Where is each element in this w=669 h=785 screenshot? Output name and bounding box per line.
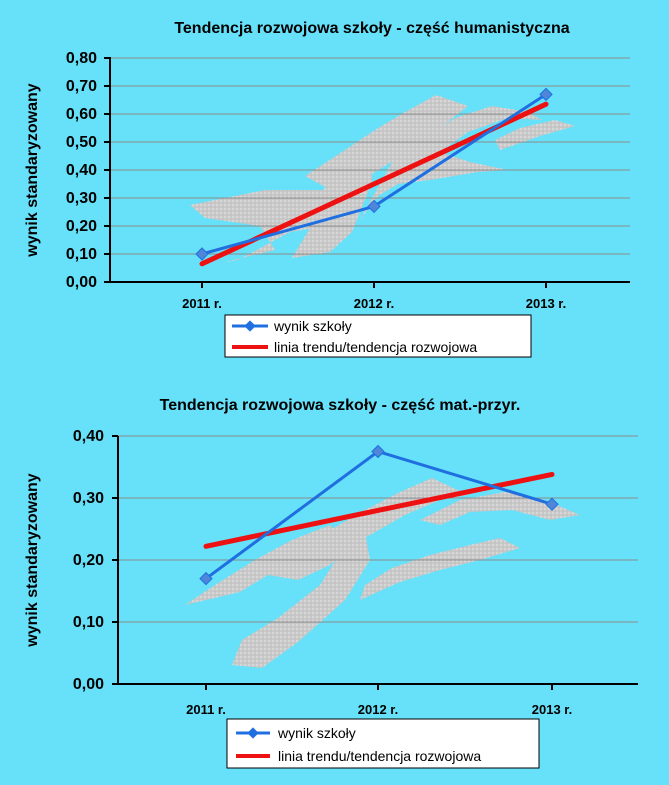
chart1-actual-point <box>539 87 553 102</box>
chart1-series-actual <box>195 87 553 261</box>
chart2-watermark-logo <box>185 478 580 668</box>
chart1-actual-point <box>195 247 209 261</box>
chart1-ytick-label: 0,10 <box>66 246 97 263</box>
chart-humanistyczna: Tendencja rozwojowa szkoły - część human… <box>24 20 630 358</box>
chart2-xtick-label: 2013 r. <box>532 702 573 717</box>
chart2-ytick-label: 0,10 <box>73 614 104 631</box>
chart2-legend-actual-marker <box>247 727 259 739</box>
chart2-actual-point <box>545 497 559 511</box>
chart1-legend-actual-marker <box>244 320 256 332</box>
chart1-xtick-label: 2011 r. <box>182 296 222 311</box>
chart1-legend-actual-label: wynik szkoły <box>273 318 352 334</box>
chart1-legend-box <box>224 314 532 358</box>
chart1-legend-trend-label: linia trendu/tendencja rozwojowa <box>274 339 477 355</box>
chart2-title: Tendencja rozwojowa szkoły - część mat.-… <box>160 397 521 414</box>
chart2-gridlines <box>118 435 638 623</box>
chart-mat-przyr: Tendencja rozwojowa szkoły - część mat.-… <box>24 397 638 769</box>
chart1-gridlines <box>110 57 630 255</box>
chart1-ytick-label: 0,30 <box>66 190 97 207</box>
chart2-actual-point <box>371 444 385 459</box>
chart1-legend: wynik szkoły linia trendu/tendencja rozw… <box>224 314 532 358</box>
chart1-xtick-label: 2013 r. <box>526 296 567 311</box>
chart2-yticks: 0,00 0,10 0,20 0,30 0,40 <box>73 428 118 693</box>
chart2-xtick-label: 2011 r. <box>186 702 226 717</box>
chart1-ytick-label: 0,80 <box>66 50 97 67</box>
chart1-ytick-label: 0,20 <box>66 218 97 235</box>
chart2-xticks: 2011 r. 2012 r. 2013 r. <box>186 684 572 717</box>
chart2-legend-trend-label: linia trendu/tendencja rozwojowa <box>278 748 481 764</box>
chart1-y-axis-label: wynik standaryzowany <box>24 83 41 257</box>
chart1-ytick-label: 0,70 <box>66 78 97 95</box>
chart1-xtick-label: 2012 r. <box>354 296 395 311</box>
chart2-ytick-label: 0,40 <box>73 428 104 445</box>
chart2-legend-actual-label: wynik szkoły <box>277 725 356 741</box>
chart1-ytick-label: 0,60 <box>66 106 97 123</box>
chart2-y-axis-label: wynik standaryzowany <box>24 473 41 647</box>
chart1-ytick-label: 0,40 <box>66 162 97 179</box>
chart1-title: Tendencja rozwojowa szkoły - część human… <box>174 20 569 37</box>
chart2-ytick-label: 0,00 <box>73 676 104 693</box>
chart2-actual-point <box>199 571 213 586</box>
chart2-ytick-label: 0,30 <box>73 490 104 507</box>
chart1-actual-point <box>367 199 381 214</box>
chart2-ytick-label: 0,20 <box>73 552 104 569</box>
chart2-legend: wynik szkoły linia trendu/tendencja rozw… <box>226 718 540 769</box>
chart2-series-actual <box>199 444 559 586</box>
chart2-xtick-label: 2012 r. <box>358 702 399 717</box>
chart1-ytick-label: 0,00 <box>66 274 97 291</box>
chart2-legend-box <box>226 718 540 769</box>
chart1-xticks: 2011 r. 2012 r. 2013 r. <box>182 282 566 311</box>
chart1-ytick-label: 0,50 <box>66 134 97 151</box>
chart1-yticks: 0,00 0,10 0,20 0,30 0,40 0,50 0,60 0,70 0,80 <box>66 50 110 291</box>
